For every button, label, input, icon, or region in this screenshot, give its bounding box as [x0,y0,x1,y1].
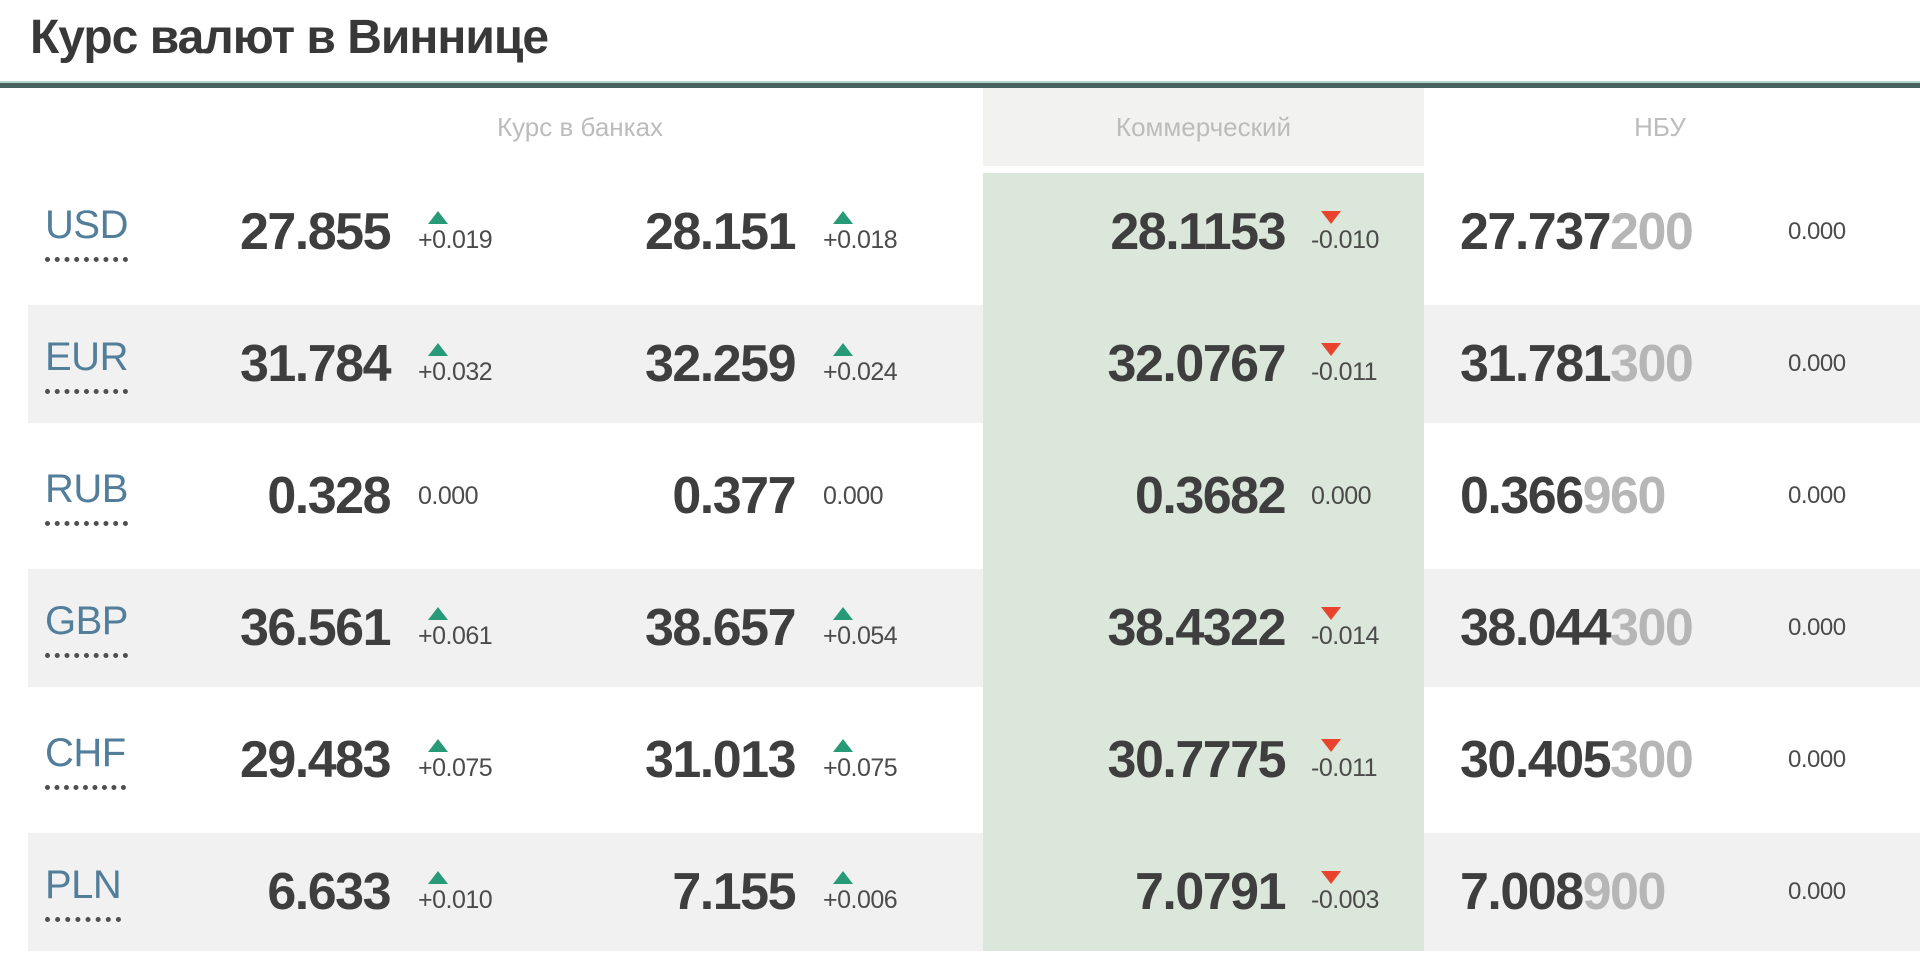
nbu-value-faded: 960 [1582,467,1667,525]
currency-code-link[interactable]: EUR [45,335,128,394]
nbu-value: 38.044300 [1460,602,1770,654]
table-row: GBP 36.561 +0.061 38.657 +0.054 38.4322 … [0,569,1920,687]
bank-buy-delta: +0.010 [418,871,555,913]
commercial-value: 38.4322 [1107,599,1287,657]
bank-sell-delta: +0.024 [823,343,955,385]
rates-rows: USD 27.855 +0.019 28.151 +0.018 28.1153 … [0,173,1920,951]
commercial-value: 7.0791 [1134,863,1287,921]
nbu-value: 0.366960 [1460,470,1770,522]
nbu-delta: 0.000 [1788,878,1846,905]
row-stripe [28,833,1920,951]
triangle-up-icon [428,211,448,224]
bank-sell-delta: +0.054 [823,607,955,649]
nbu-value-main: 7.008 [1460,863,1584,921]
bank-buy-delta: +0.061 [418,607,555,649]
commercial-column-panel [983,173,1424,951]
row-stripe [28,569,1920,687]
title-divider [0,81,1920,88]
page-title: Курс валют в Виннице [30,11,549,64]
table-row: PLN 6.633 +0.010 7.155 +0.006 7.0791 -0.… [0,833,1920,951]
column-header-commercial: Коммерческий [983,88,1424,166]
bank-buy-value: 29.483 [239,731,392,789]
bank-buy-value: 31.784 [239,335,392,393]
nbu-value-main: 31.781 [1460,335,1612,393]
bank-sell-delta: +0.075 [823,739,955,781]
nbu-value-main: 38.044 [1460,599,1612,657]
commercial-value: 30.7775 [1107,731,1287,789]
currency-code-link[interactable]: RUB [45,467,128,526]
nbu-value: 27.737200 [1460,206,1770,258]
nbu-delta: 0.000 [1788,614,1846,641]
bank-sell-delta: 0.000 [823,481,884,510]
commercial-value: 0.3682 [1134,467,1287,525]
table-row: EUR 31.784 +0.032 32.259 +0.024 32.0767 … [0,305,1920,423]
currency-code-link[interactable]: PLN [45,863,122,922]
table-row: CHF 29.483 +0.075 31.013 +0.075 30.7775 … [0,701,1920,819]
triangle-up-icon [833,343,853,356]
nbu-value: 31.781300 [1460,338,1770,390]
triangle-up-icon [428,739,448,752]
bank-buy-delta: 0.000 [418,481,479,510]
triangle-down-icon [1321,739,1341,752]
table-header: Курс в банках Коммерческий НБУ [0,88,1920,166]
nbu-value-faded: 300 [1610,599,1694,657]
nbu-value: 7.008900 [1460,866,1770,918]
commercial-delta: 0.000 [1311,481,1372,510]
bank-sell-value: 0.377 [672,467,796,525]
nbu-value-main: 0.366 [1460,467,1584,525]
bank-sell-value: 32.259 [644,335,797,393]
triangle-up-icon [833,739,853,752]
bank-sell-value: 28.151 [644,203,797,261]
bank-buy-value: 6.633 [267,863,391,921]
triangle-up-icon [833,211,853,224]
bank-sell-value: 38.657 [644,599,797,657]
column-header-nbu: НБУ [1634,111,1686,142]
nbu-value-main: 27.737 [1460,203,1612,261]
bank-buy-value: 36.561 [239,599,392,657]
commercial-delta: -0.010 [1311,211,1425,253]
triangle-up-icon [428,607,448,620]
triangle-down-icon [1321,871,1341,884]
triangle-down-icon [1321,343,1341,356]
currency-code-link[interactable]: GBP [45,599,128,658]
triangle-up-icon [833,871,853,884]
triangle-up-icon [428,343,448,356]
bank-sell-value: 31.013 [644,731,797,789]
nbu-value-main: 30.405 [1460,731,1612,789]
rates-table: USD 27.855 +0.019 28.151 +0.018 28.1153 … [0,173,1920,951]
nbu-value: 30.405300 [1460,734,1770,786]
bank-buy-delta: +0.032 [418,343,555,385]
nbu-delta: 0.000 [1788,746,1846,773]
nbu-delta: 0.000 [1788,218,1846,245]
triangle-down-icon [1321,607,1341,620]
bank-sell-value: 7.155 [672,863,796,921]
column-header-banks: Курс в банках [496,111,664,142]
nbu-delta: 0.000 [1788,350,1846,377]
nbu-value-faded: 900 [1582,863,1667,921]
table-row: RUB 0.328 0.000 0.377 0.000 0.3682 0.000… [0,437,1920,555]
nbu-value-faded: 200 [1610,203,1694,261]
triangle-up-icon [428,871,448,884]
commercial-delta: -0.011 [1311,343,1425,385]
commercial-delta: -0.011 [1311,739,1425,781]
nbu-value-faded: 300 [1610,335,1694,393]
bank-buy-delta: +0.075 [418,739,555,781]
bank-buy-value: 0.328 [267,467,391,525]
triangle-down-icon [1321,211,1341,224]
bank-buy-delta: +0.019 [418,211,555,253]
currency-code-link[interactable]: USD [45,203,128,262]
commercial-value: 28.1153 [1110,203,1286,261]
commercial-delta: -0.003 [1311,871,1425,913]
triangle-up-icon [833,607,853,620]
currency-code-link[interactable]: CHF [45,731,126,790]
nbu-value-faded: 300 [1610,731,1694,789]
row-stripe [28,305,1920,423]
commercial-value: 32.0767 [1107,335,1287,393]
commercial-delta: -0.014 [1311,607,1425,649]
table-row: USD 27.855 +0.019 28.151 +0.018 28.1153 … [0,173,1920,291]
nbu-delta: 0.000 [1788,482,1846,509]
bank-sell-delta: +0.018 [823,211,955,253]
bank-sell-delta: +0.006 [823,871,955,913]
bank-buy-value: 27.855 [239,203,392,261]
